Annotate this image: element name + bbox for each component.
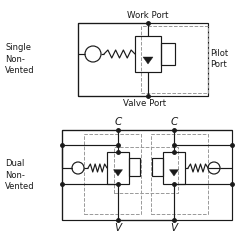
- Bar: [152, 158, 163, 176]
- Text: V: V: [170, 223, 177, 233]
- Bar: [78, 23, 208, 96]
- Text: Dual
Non-
Vented: Dual Non- Vented: [5, 160, 34, 190]
- Bar: [107, 152, 129, 184]
- Polygon shape: [114, 170, 122, 176]
- Text: Work Port: Work Port: [127, 11, 169, 20]
- Text: V: V: [114, 223, 121, 233]
- Bar: [135, 36, 161, 72]
- Bar: [151, 134, 208, 214]
- Text: Valve Port: Valve Port: [124, 99, 166, 108]
- Bar: [129, 158, 140, 176]
- Text: C: C: [170, 117, 177, 127]
- Text: C: C: [114, 117, 121, 127]
- Bar: [161, 43, 175, 65]
- Text: Pilot
Port: Pilot Port: [210, 49, 228, 69]
- Bar: [141, 26, 208, 93]
- Text: Single
Non-
Vented: Single Non- Vented: [5, 44, 34, 74]
- Polygon shape: [170, 170, 178, 176]
- Bar: [163, 152, 185, 184]
- Polygon shape: [143, 57, 153, 64]
- Bar: [84, 134, 141, 214]
- Bar: [114, 147, 178, 193]
- Bar: [62, 130, 232, 220]
